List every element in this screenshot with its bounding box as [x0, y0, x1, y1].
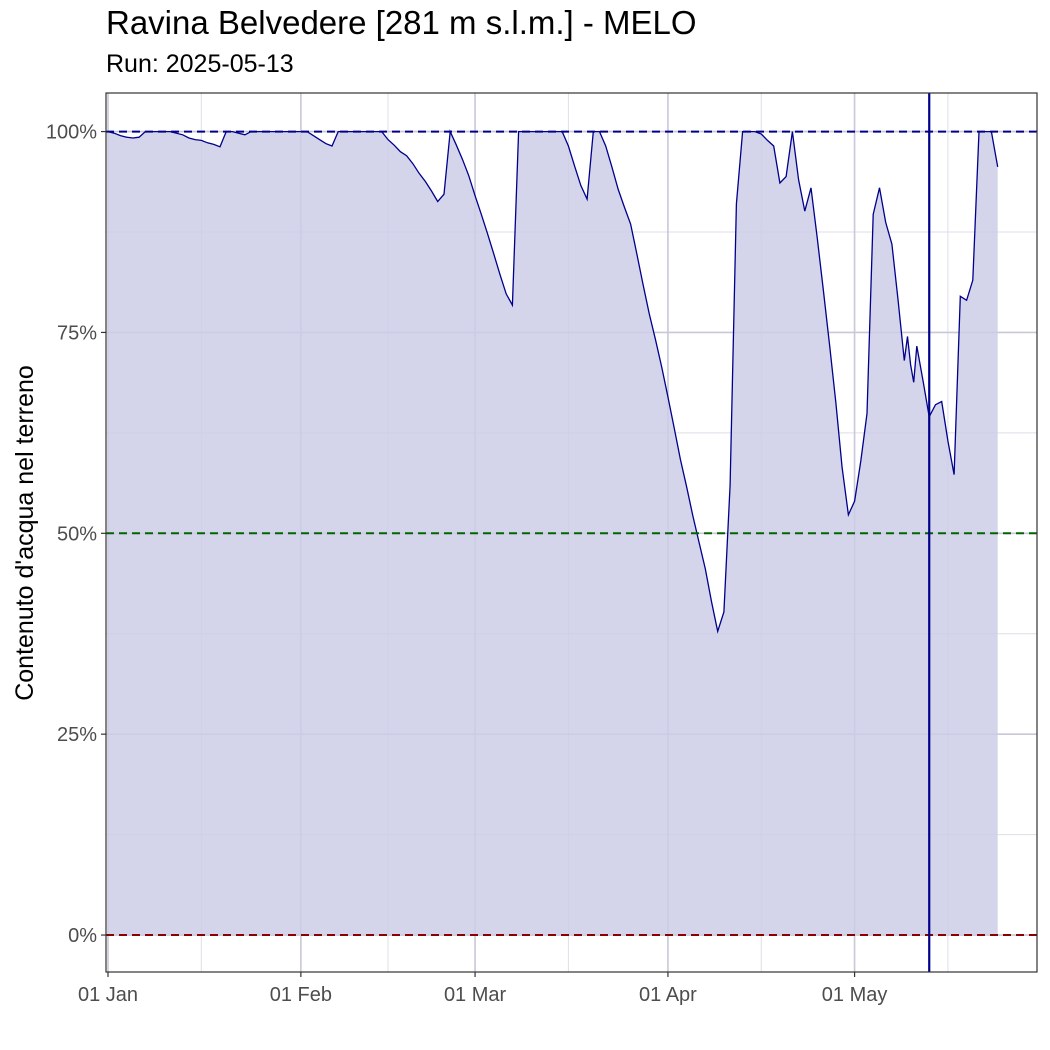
- y-axis-label: Contenuto d'acqua nel terreno: [11, 365, 39, 701]
- x-tick-label: 01 Jan: [78, 984, 138, 1006]
- plot-frame: [105, 92, 1038, 973]
- chart-title: Ravina Belvedere [281 m s.l.m.] - MELO: [106, 4, 697, 41]
- y-tick-label: 75%: [57, 322, 97, 344]
- series-line: [107, 129, 999, 634]
- chart-subtitle: Run: 2025-05-13: [106, 50, 294, 78]
- x-tick-label: 01 Mar: [444, 984, 507, 1006]
- y-tick-label: 25%: [57, 724, 97, 746]
- x-axis-ticks: 01 Jan 01 Feb 01 Mar 01 Apr 01 May: [78, 972, 887, 1006]
- x-tick-label: 01 Apr: [639, 984, 697, 1006]
- panel-border: [105, 92, 1038, 973]
- x-tick-label: 01 May: [822, 984, 888, 1006]
- x-tick-label: 01 Feb: [270, 984, 332, 1006]
- y-tick-label: 50%: [57, 523, 97, 545]
- y-axis-ticks: 0% 25% 50% 75% 100%: [46, 122, 106, 947]
- y-tick-label: 0%: [68, 925, 97, 947]
- y-tick-label: 100%: [46, 122, 97, 144]
